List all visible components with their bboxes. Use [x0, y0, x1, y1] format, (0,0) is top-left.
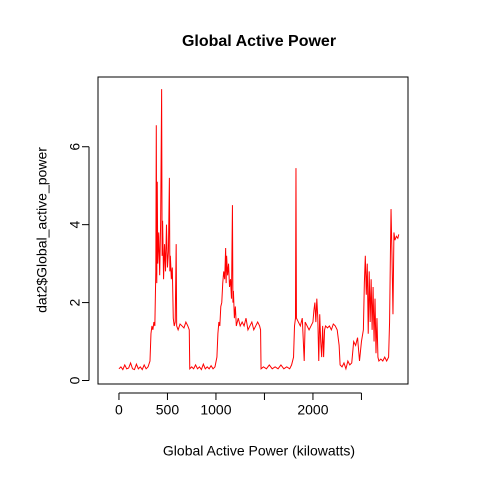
y-axis-label: dat2$Global_active_power — [34, 147, 50, 313]
chart-title: Global Active Power — [182, 33, 336, 50]
plot-box — [97, 76, 409, 385]
y-tick-label: 4 — [67, 221, 83, 229]
x-axis-label: Global Active Power (kilowatts) — [163, 443, 355, 459]
x-tick-label: 2000 — [297, 402, 328, 418]
y-tick-label: 0 — [67, 376, 83, 384]
x-tick-label: 1000 — [200, 402, 231, 418]
y-tick-label: 2 — [67, 298, 83, 306]
data-line — [118, 89, 400, 371]
x-tick-label: 0 — [115, 402, 123, 418]
x-tick-label: 500 — [156, 402, 180, 418]
y-tick-label: 6 — [67, 143, 83, 151]
